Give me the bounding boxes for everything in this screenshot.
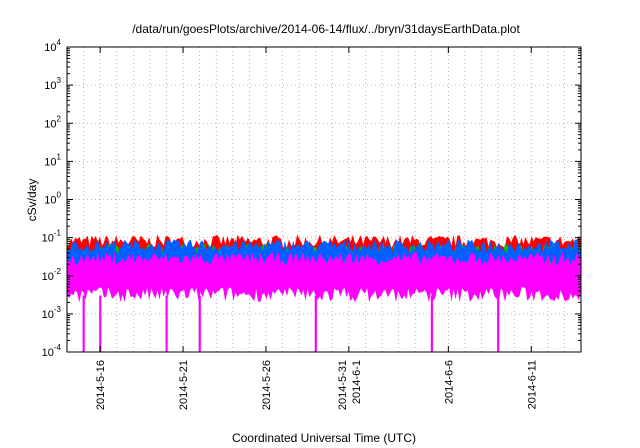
y-tick-label: 104 [44, 38, 61, 54]
dropout-spike [82, 295, 85, 352]
x-tick-label: 2014-5-26 [261, 360, 273, 410]
dropout-spike [497, 295, 500, 352]
series-layer [66, 234, 582, 303]
dropout-spike [165, 295, 168, 352]
x-axis-label: Coordinated Universal Time (UTC) [232, 431, 416, 445]
y-tick-label: 100 [44, 191, 61, 207]
chart-title: /data/run/goesPlots/archive/2014-06-14/f… [132, 22, 520, 36]
y-axis-label: cSv/day [25, 179, 39, 222]
x-tick-label: 2014-5-16 [95, 360, 107, 410]
y-tick-label: 101 [44, 152, 61, 168]
axis-ticks [67, 46, 581, 353]
y-tick-label: 102 [44, 114, 61, 130]
y-tick-label: 10-1 [42, 229, 62, 245]
x-tick-label: 2014-6-11 [526, 360, 538, 409]
y-tick-label: 10-3 [42, 305, 62, 321]
x-tick-labels: 2014-5-16 2014-5-21 2014-5-26 2014-5-31 2014… [95, 360, 538, 410]
dropout-spikes [82, 295, 500, 352]
x-tick-label: 2014-6-6 [443, 360, 455, 404]
x-tick-label: 2014-5-31 [337, 360, 349, 410]
dropout-spike [314, 295, 317, 352]
dropout-spike [430, 295, 433, 352]
y-tick-label: 103 [44, 76, 61, 92]
dropout-spike [99, 295, 102, 352]
y-tick-labels: 10-4 10-3 10-2 10-1 100 101 102 103 104 [42, 38, 62, 359]
y-tick-label: 10-4 [42, 343, 62, 359]
dropout-spike [198, 295, 201, 352]
x-tick-label: 2014-6-1 [351, 360, 363, 404]
y-tick-label: 10-2 [42, 267, 62, 283]
series-band-3 [66, 251, 582, 303]
x-tick-label: 2014-5-21 [178, 360, 190, 410]
grid [67, 47, 581, 352]
